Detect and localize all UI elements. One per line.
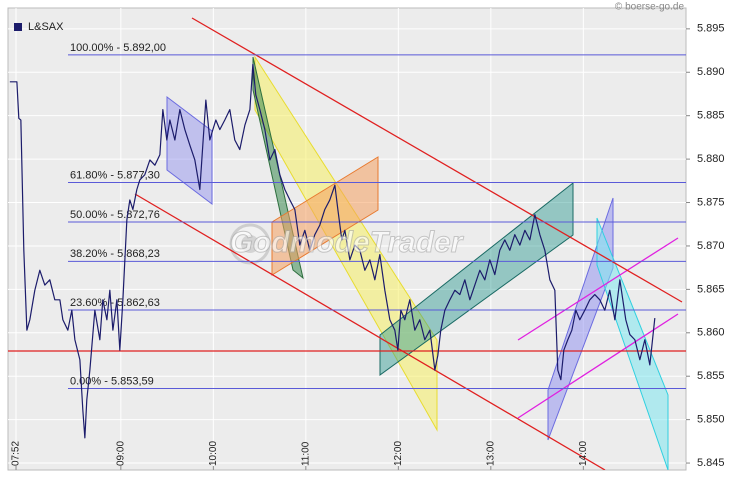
x-tick-label: 14:00 — [578, 441, 589, 466]
y-tick-label: 5.890 — [697, 66, 725, 78]
y-tick-label: 5.860 — [697, 327, 725, 339]
legend-label: L&SAX — [28, 21, 64, 33]
y-tick-label: 5.845 — [697, 457, 725, 469]
fib-label: 100.00% - 5.892,00 — [70, 42, 166, 54]
watermark: GodmodeTrader — [230, 226, 465, 259]
y-tick-label: 5.895 — [697, 23, 725, 35]
price-line — [9, 63, 656, 439]
x-tick-label: 11:00 — [300, 441, 311, 466]
fib-label: 61.80% - 5.877,30 — [70, 169, 160, 181]
copyright: © boerse-go.de — [615, 2, 685, 13]
trend-line — [517, 237, 679, 341]
watermark-icon — [229, 223, 271, 265]
y-tick-label: 5.880 — [697, 153, 725, 165]
trend-line — [191, 17, 683, 303]
x-tick-label: 13:00 — [485, 441, 496, 466]
axes: 5.845 5.850 5.855 5.860 5.865 5.870 5.875 5.880… — [11, 23, 725, 470]
fib-levels: 100.00% - 5.892,00 61.80% - 5.877,30 50.00… — [68, 42, 686, 389]
trend-line — [517, 313, 679, 419]
fib-label: 38.20% - 5.868,23 — [70, 248, 160, 260]
y-tick-label: 5.875 — [697, 196, 725, 208]
x-tick-label: 12:00 — [393, 441, 404, 466]
fib-label: 0.00% - 5.853,59 — [70, 375, 154, 387]
x-tick-label: 09:00 — [115, 441, 126, 466]
y-tick-label: 5.865 — [697, 283, 725, 295]
y-tick-label: 5.850 — [697, 414, 725, 426]
legend-swatch — [14, 23, 22, 31]
fib-label: 50.00% - 5.872,76 — [70, 209, 160, 221]
x-tick-label: 07:52 — [11, 441, 22, 466]
x-tick-label: 10:00 — [208, 441, 219, 466]
y-tick-label: 5.885 — [697, 110, 725, 122]
series — [9, 63, 656, 439]
channel — [271, 156, 379, 276]
y-tick-label: 5.870 — [697, 240, 725, 252]
trend-line — [134, 193, 606, 470]
fib-label: 23.60% - 5.862,63 — [70, 297, 160, 309]
y-tick-label: 5.855 — [697, 370, 725, 382]
